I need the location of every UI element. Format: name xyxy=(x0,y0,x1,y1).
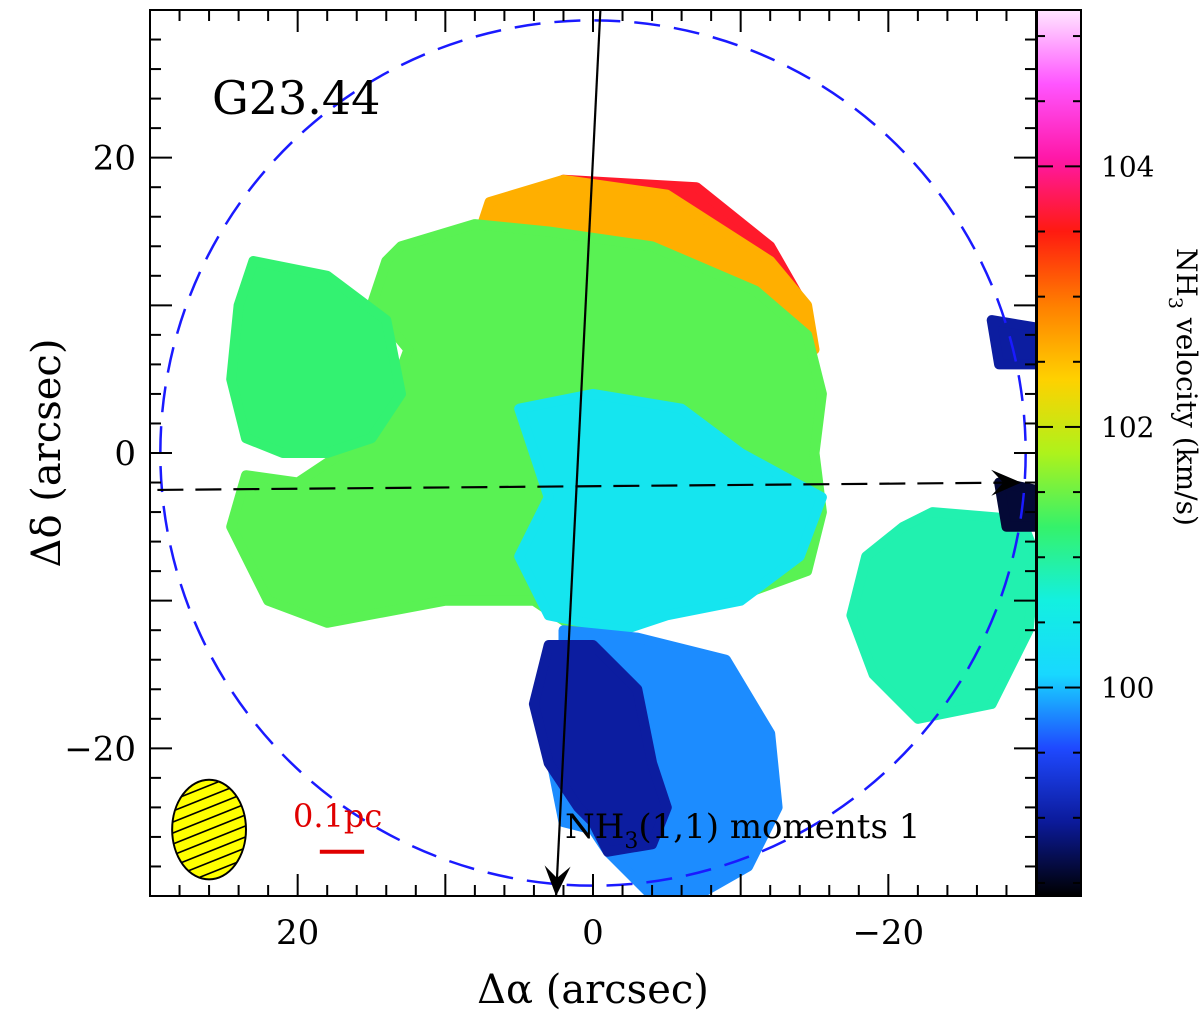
region-east-lobe xyxy=(226,256,406,458)
cut-arrow-line-1 xyxy=(554,10,602,896)
beam-ellipse xyxy=(171,778,247,881)
beam-hatch-line xyxy=(172,793,246,844)
x-tick-label: −20 xyxy=(852,913,924,953)
x-tick-label: 0 xyxy=(582,913,604,953)
y-tick-label: 0 xyxy=(114,434,136,474)
colorbar-tick-label: 102 xyxy=(1101,411,1154,444)
colorbar: 100 102 104 NH3 velocity (km/s) xyxy=(1036,9,1200,897)
colorbar-title: NH3 velocity (km/s) xyxy=(1164,248,1200,526)
y-tick-label: −20 xyxy=(64,729,136,769)
line-moment-label: NH3(1,1) moments 1 xyxy=(565,807,920,854)
axis-tick-labels: 20 0 −20 20 0 −20 xyxy=(64,139,924,953)
line-moment-label-sub: 3 xyxy=(624,829,638,854)
y-tick-label: 20 xyxy=(93,139,136,179)
cut-arrow-head-1 xyxy=(544,865,571,896)
region-central-ridge xyxy=(514,388,827,636)
beam-hatch-line xyxy=(172,779,246,811)
beam-hatch-line xyxy=(172,815,246,866)
x-axis-title: Δα (arcsec) xyxy=(477,967,709,1013)
beam-hatch-line xyxy=(172,804,246,855)
region-northwest-blob xyxy=(986,315,1036,370)
colorbar-tick-label: 100 xyxy=(1101,672,1154,705)
colorbar-title-sub: 3 xyxy=(1164,297,1186,309)
colorbar-gradient xyxy=(1037,10,1081,896)
cut-arrows xyxy=(157,10,1022,896)
colorbar-ticks xyxy=(1037,35,1081,884)
source-name: G23.44 xyxy=(212,71,380,125)
velocity-map xyxy=(150,10,1036,896)
velocity-regions xyxy=(226,174,1036,896)
beam-hatch xyxy=(172,779,246,880)
colorbar-tick-labels: 100 102 104 xyxy=(1101,150,1154,704)
cut-arrow-head-2 xyxy=(991,469,1022,496)
region-west-knot xyxy=(994,477,1036,532)
beam-outline xyxy=(171,778,247,881)
beam-hatch-line xyxy=(172,779,246,822)
beam-hatch-line xyxy=(172,782,246,833)
colorbar-title-rest: velocity (km/s) xyxy=(1170,309,1200,526)
cut-arrow-line-2 xyxy=(157,481,1022,492)
beam-hatch-line xyxy=(172,848,246,880)
line-moment-label-main: NH xyxy=(565,807,624,847)
colorbar-frame xyxy=(1036,9,1082,897)
region-west-clump xyxy=(846,507,1036,724)
colorbar-title-main: NH xyxy=(1170,248,1200,297)
beam-hatch-line xyxy=(172,837,246,880)
scale-bar-label: 0.1pc xyxy=(293,797,382,835)
beam-hatch-line xyxy=(172,826,246,877)
line-moment-label-rest: (1,1) moments 1 xyxy=(638,807,920,847)
x-tick-label: 20 xyxy=(276,913,319,953)
colorbar-tick-label: 104 xyxy=(1101,150,1154,183)
y-axis-title: Δδ (arcsec) xyxy=(24,339,70,568)
